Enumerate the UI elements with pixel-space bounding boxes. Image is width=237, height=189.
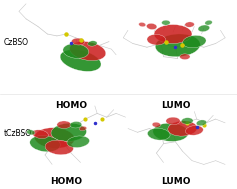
Ellipse shape [34, 128, 75, 148]
Ellipse shape [168, 121, 197, 136]
Ellipse shape [63, 44, 89, 58]
Ellipse shape [152, 122, 161, 127]
Text: HOMO: HOMO [50, 177, 82, 186]
Ellipse shape [198, 25, 210, 32]
Ellipse shape [51, 123, 87, 141]
Ellipse shape [30, 136, 60, 152]
Ellipse shape [196, 120, 207, 126]
Ellipse shape [155, 34, 200, 57]
Ellipse shape [88, 41, 97, 46]
Ellipse shape [32, 130, 48, 139]
Ellipse shape [27, 130, 35, 135]
Ellipse shape [70, 41, 106, 61]
Ellipse shape [146, 23, 157, 29]
Ellipse shape [185, 22, 194, 27]
Ellipse shape [70, 122, 82, 128]
Ellipse shape [153, 123, 188, 141]
Text: HOMO: HOMO [55, 101, 87, 110]
Text: LUMO: LUMO [161, 177, 190, 186]
Ellipse shape [154, 25, 192, 43]
Ellipse shape [147, 128, 170, 140]
Ellipse shape [166, 117, 180, 125]
Ellipse shape [67, 136, 90, 148]
Ellipse shape [139, 22, 146, 27]
Ellipse shape [185, 126, 203, 135]
Text: tCzBSO: tCzBSO [4, 129, 32, 138]
Ellipse shape [72, 38, 85, 45]
Ellipse shape [205, 20, 212, 25]
Ellipse shape [162, 20, 170, 25]
Ellipse shape [180, 54, 190, 60]
Ellipse shape [79, 126, 87, 131]
Ellipse shape [181, 118, 193, 124]
Ellipse shape [182, 35, 206, 48]
Text: CzBSO: CzBSO [4, 38, 28, 47]
Ellipse shape [57, 121, 71, 129]
Ellipse shape [45, 140, 73, 155]
Text: LUMO: LUMO [161, 101, 190, 110]
Ellipse shape [147, 34, 166, 45]
Ellipse shape [60, 50, 101, 71]
